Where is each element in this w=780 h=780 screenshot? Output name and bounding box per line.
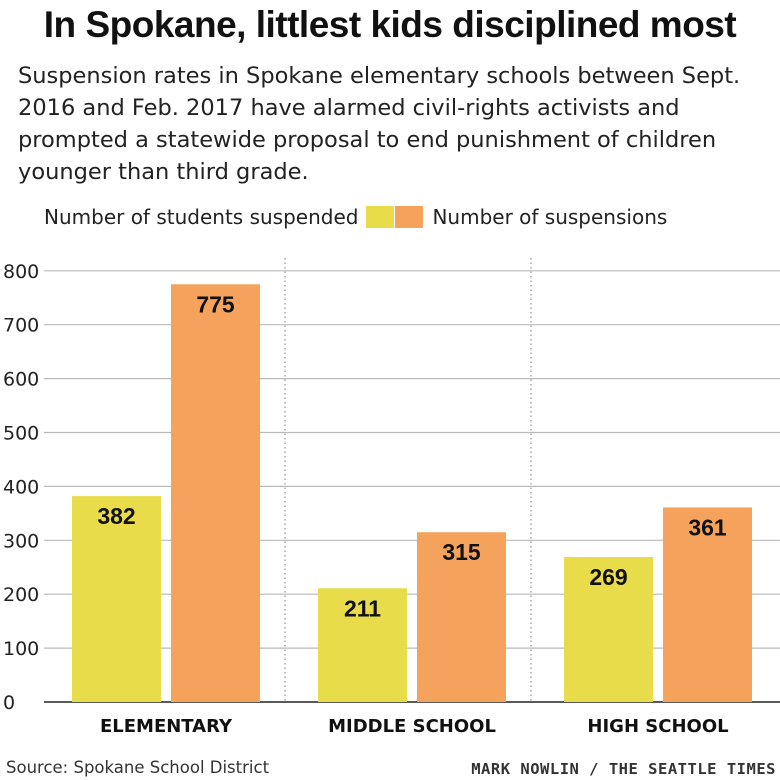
category-label: MIDDLE SCHOOL	[328, 716, 496, 737]
data-label: 211	[344, 595, 381, 621]
y-tick-label: 600	[3, 369, 39, 391]
legend-swatch-suspensions	[395, 206, 424, 228]
source-note: Source: Spokane School District	[6, 758, 270, 777]
data-label: 775	[196, 291, 235, 317]
legend-swatch-students	[366, 206, 395, 228]
y-tick-label: 700	[3, 315, 39, 337]
chart-subtitle: Suspension rates in Spokane elementary s…	[18, 63, 741, 185]
y-tick-label: 100	[3, 638, 39, 660]
bar-students	[318, 588, 407, 702]
bar-suspensions	[171, 284, 260, 702]
legend-label-students: Number of students suspended	[44, 205, 359, 229]
bar-suspensions	[663, 507, 752, 702]
credit-line: MARK NOWLIN / THE SEATTLE TIMES	[471, 760, 776, 778]
chart-title: In Spokane, littlest kids disciplined mo…	[43, 4, 737, 45]
data-label: 269	[589, 564, 627, 590]
legend-label-suspensions: Number of suspensions	[432, 205, 668, 229]
category-label: ELEMENTARY	[100, 716, 233, 737]
y-tick-label: 400	[3, 476, 39, 498]
y-tick-label: 300	[3, 530, 39, 552]
bar-students	[564, 557, 653, 702]
bar-suspensions	[417, 532, 506, 702]
y-tick-label: 200	[3, 584, 39, 606]
y-tick-label: 500	[3, 423, 39, 445]
data-label: 361	[688, 514, 727, 540]
bar-students	[72, 496, 161, 702]
y-tick-label: 800	[3, 261, 39, 283]
y-tick-label: 0	[3, 692, 15, 714]
legend: Number of students suspended Number of s…	[44, 203, 667, 231]
data-label: 315	[442, 539, 481, 565]
category-label: HIGH SCHOOL	[587, 716, 728, 737]
data-label: 382	[97, 503, 135, 529]
